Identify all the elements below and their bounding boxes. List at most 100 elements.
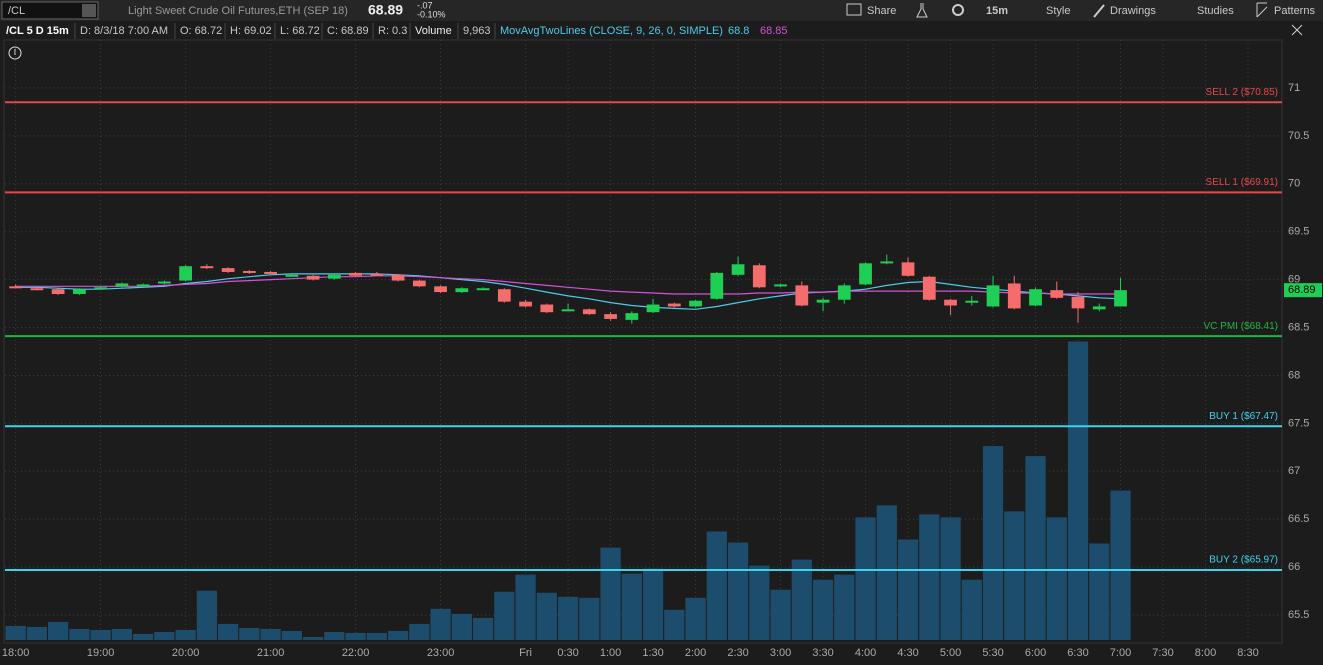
volume-bar: [366, 632, 387, 640]
x-tick-label: 6:30: [1067, 647, 1088, 659]
patterns-icon: [1256, 2, 1268, 18]
volume-bar: [770, 589, 791, 640]
candle-body: [412, 280, 426, 287]
volume-bar: [132, 633, 154, 640]
y-tick-label: 66: [1288, 561, 1300, 573]
y-tick-label: 71: [1288, 82, 1300, 94]
candle-body: [625, 313, 639, 320]
studies-button[interactable]: Studies: [1197, 5, 1234, 17]
candle-body: [242, 270, 256, 273]
range: R: 0.3: [378, 25, 407, 37]
share-button[interactable]: Share: [867, 5, 896, 17]
volume-bar: [5, 625, 26, 640]
style-button[interactable]: Style: [1046, 5, 1070, 17]
change: -.07: [417, 0, 433, 10]
volume-bar: [664, 609, 685, 640]
x-tick-label: 5:30: [982, 647, 1003, 659]
x-tick-label: 20:00: [172, 647, 200, 659]
candle-body: [646, 304, 660, 313]
y-tick-label: 67: [1288, 465, 1300, 477]
volume-bar: [90, 629, 111, 640]
candle-body: [710, 272, 724, 299]
x-tick-label: 3:00: [770, 647, 791, 659]
volume-bar: [1089, 543, 1110, 640]
symbol-dropdown[interactable]: [82, 4, 96, 17]
symbol-box[interactable]: [1, 1, 99, 20]
candle-body: [752, 265, 766, 288]
y-tick-label: 68: [1288, 369, 1300, 381]
date: D: 8/3/18 7:00 AM: [80, 25, 168, 37]
volume-bar: [324, 631, 345, 640]
study-value: 68.85: [760, 25, 788, 37]
patterns-button[interactable]: Patterns: [1274, 5, 1315, 17]
toolbar-buttons: Share 15m Style Drawings Studies Pattern…: [846, 2, 1315, 18]
volume-bar: [536, 592, 557, 640]
volume-bar: [387, 630, 409, 640]
moving-average-line: [15, 275, 1121, 295]
collapse-icon[interactable]: [1291, 24, 1303, 36]
x-tick-label: 22:00: [342, 647, 370, 659]
candle-body: [859, 263, 872, 285]
candle-body: [1092, 306, 1106, 310]
candle-body: [94, 287, 107, 290]
volume-bar: [706, 531, 727, 640]
candle-body: [200, 266, 214, 269]
drawings-button[interactable]: Drawings: [1110, 5, 1156, 17]
candle-body: [455, 288, 469, 293]
drawings-icon: [1093, 4, 1105, 18]
volume-bar: [47, 621, 69, 640]
share-icon: [846, 3, 862, 16]
volume-bar: [1004, 511, 1025, 640]
level-label: BUY 1 ($67.47): [1209, 411, 1278, 422]
candle-body: [51, 289, 65, 294]
candle-body: [944, 299, 957, 306]
y-tick-label: 69.5: [1288, 226, 1309, 238]
volume-bar: [749, 565, 770, 640]
info-separators: [74, 23, 496, 39]
y-tick-label: 66.5: [1288, 513, 1309, 525]
alert-icon[interactable]: [8, 46, 22, 60]
timeframe-button[interactable]: 15m: [986, 5, 1008, 17]
y-tick-label: 70.5: [1288, 130, 1309, 142]
volume-bar: [281, 630, 302, 640]
candle-body: [179, 266, 192, 281]
x-tick-label: 2:00: [685, 647, 706, 659]
candle-body: [1029, 289, 1042, 306]
candle-body: [667, 303, 681, 307]
candle-body: [519, 301, 532, 307]
low: L: 68.72: [280, 25, 320, 37]
volume-bar: [154, 631, 175, 640]
volume-bar: [727, 542, 749, 640]
volume-bar: [961, 579, 982, 640]
y-tick-label: 69: [1288, 274, 1300, 286]
candle-body: [285, 274, 299, 277]
last-price-label: 68.89: [1288, 284, 1316, 296]
volume-bar: [111, 628, 132, 640]
volume-bar: [982, 446, 1004, 640]
y-tick-label: 65.5: [1288, 609, 1309, 621]
volume-bar: [515, 574, 536, 640]
level-label: SELL 2 ($70.85): [1206, 87, 1278, 98]
candle-body: [582, 309, 596, 315]
candle-body: [327, 274, 341, 279]
flask-icon[interactable]: [916, 3, 928, 18]
volume-bar: [409, 623, 430, 640]
volume-bar: [175, 629, 196, 640]
volume-bar: [579, 597, 600, 640]
volume-bar: [855, 517, 876, 640]
x-tick-label: 2:30: [727, 647, 748, 659]
last-price: 68.89: [368, 2, 403, 18]
last-price-tag: [1284, 283, 1322, 298]
level-label: SELL 1 ($69.91): [1206, 177, 1278, 188]
candle-body: [72, 289, 86, 294]
high: H: 69.02: [230, 25, 272, 37]
candle-body: [370, 273, 384, 276]
candle-body: [476, 288, 490, 291]
volume-bar: [1110, 490, 1131, 640]
x-tick-label: 8:30: [1237, 647, 1258, 659]
settings-icon[interactable]: [952, 4, 964, 16]
x-tick-label: 1:30: [642, 647, 663, 659]
volume-bar: [239, 627, 260, 640]
candle-body: [880, 261, 894, 264]
